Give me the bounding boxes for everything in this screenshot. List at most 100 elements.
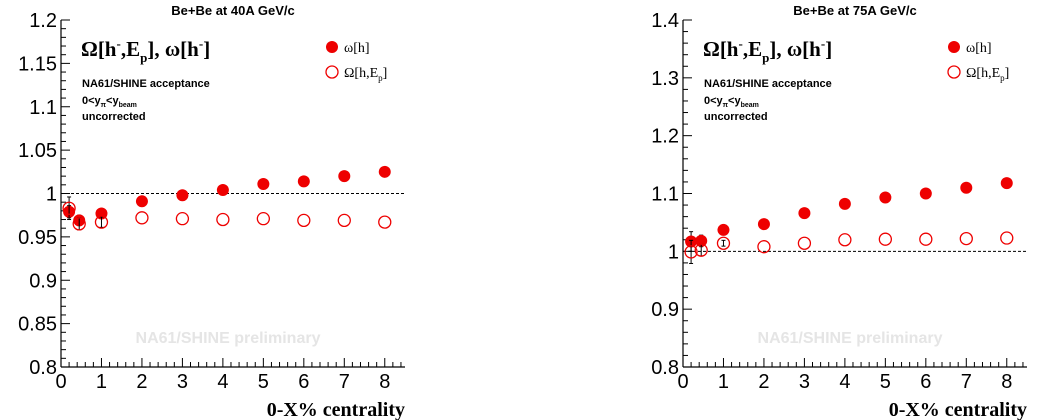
legend-open-sub: p <box>378 73 383 83</box>
preliminary-watermark: NA61/SHINE preliminary <box>136 330 321 347</box>
legend-open-sub: p <box>1000 73 1005 83</box>
rapidity-sub: π <box>723 102 729 109</box>
data-point-filled <box>216 184 229 197</box>
series-filled <box>685 177 1013 252</box>
series-filled <box>63 165 391 227</box>
y-tick-label: 1.3 <box>651 68 679 90</box>
data-point-filled <box>135 195 148 208</box>
series-open <box>62 196 392 231</box>
observable-label-part: ,E <box>121 37 140 61</box>
x-tick-label: 8 <box>379 371 390 393</box>
data-point-open <box>919 232 933 246</box>
observable-label-sup: - <box>199 36 203 51</box>
y-tick-label: 1.15 <box>18 53 57 75</box>
y-tick-label: 0.95 <box>18 227 57 249</box>
x-tick-label: 3 <box>177 371 188 393</box>
chart-panel-1: Be+Be at 40A GeV/c NA61/SHINE preliminary… <box>18 3 405 420</box>
data-point-open <box>135 211 149 225</box>
x-tick-label: 8 <box>1001 371 1012 393</box>
y-tick-label: 1.2 <box>29 10 57 32</box>
data-point-open <box>694 243 708 257</box>
x-tick-label: 0 <box>55 371 66 393</box>
x-tick-label: 1 <box>718 371 729 393</box>
legend-open-part: Ω[h,E <box>344 66 378 81</box>
y-tick-label: 1 <box>46 184 57 206</box>
observable-label-part: Ω[h <box>81 37 117 61</box>
series-open <box>684 231 1014 264</box>
x-tick-label: 5 <box>880 371 891 393</box>
data-point-open <box>878 232 893 246</box>
x-tick-label: 5 <box>258 371 269 393</box>
rapidity-part: <y <box>106 95 119 107</box>
observable-label: Ω[h-,Ep], ω[h-] <box>703 36 832 65</box>
legend-filled-label: ω[h] <box>344 41 370 56</box>
rapidity-part: <y <box>728 95 741 107</box>
data-point-open <box>94 215 109 229</box>
legend-open-part: ] <box>1005 66 1010 81</box>
rapidity-range-note: 0<yπ<ybeam <box>704 95 759 109</box>
observable-label-sup: - <box>821 36 825 51</box>
y-tick-label: 0.8 <box>651 357 679 379</box>
chart-panel-2: Be+Be at 75A GeV/c NA61/SHINE preliminary… <box>651 3 1027 420</box>
observable-label: Ω[h-,Ep], ω[h-] <box>81 36 210 65</box>
rapidity-range-note: 0<yπ<ybeam <box>82 95 137 109</box>
x-tick-label: 1 <box>96 371 107 393</box>
legend-open-part: ] <box>383 66 388 81</box>
y-tick-label: 0.9 <box>29 270 57 292</box>
x-tick-label: 0 <box>677 371 688 393</box>
observable-label-part: ], ω[h <box>769 37 821 61</box>
uncorrected-note: uncorrected <box>704 111 768 123</box>
rapidity-sub: π <box>101 102 107 109</box>
y-tick-label: 1.05 <box>18 140 57 162</box>
observable-label-part: ,E <box>743 37 762 61</box>
x-tick-label: 2 <box>758 371 769 393</box>
data-point-filled <box>838 197 851 210</box>
acceptance-note: NA61/SHINE acceptance <box>704 78 832 90</box>
y-tick-label: 1 <box>668 241 679 263</box>
acceptance-note: NA61/SHINE acceptance <box>82 78 210 90</box>
y-tick-label: 0.9 <box>651 299 679 321</box>
x-tick-label: 4 <box>839 371 850 393</box>
data-point-filled <box>879 191 892 204</box>
observable-label-part: ] <box>825 37 832 61</box>
data-point-filled <box>960 181 973 194</box>
rapidity-part: 0<y <box>704 95 724 107</box>
y-tick-label: 1.1 <box>29 97 57 119</box>
data-point-filled <box>1000 177 1013 190</box>
data-point-open <box>716 236 731 250</box>
x-tick-label: 7 <box>961 371 972 393</box>
rapidity-part: 0<y <box>82 95 102 107</box>
data-point-open <box>216 212 230 227</box>
data-point-open <box>797 236 812 250</box>
data-point-open <box>757 240 771 254</box>
x-tick-label: 3 <box>799 371 810 393</box>
x-axis-title: 0-X% centrality <box>889 399 1027 420</box>
uncorrected-note: uncorrected <box>82 111 146 123</box>
observable-label-part: ] <box>203 37 210 61</box>
data-point-open <box>337 213 351 228</box>
data-point-open <box>62 201 76 215</box>
legend-open-marker <box>947 65 961 79</box>
data-point-open <box>297 213 311 228</box>
data-point-open <box>256 212 271 226</box>
data-point-filled <box>297 175 310 188</box>
preliminary-watermark: NA61/SHINE preliminary <box>758 330 943 347</box>
data-point-open <box>959 231 973 246</box>
x-tick-label: 6 <box>920 371 931 393</box>
x-tick-label: 7 <box>339 371 350 393</box>
legend-open-label: Ω[h,Ep] <box>344 66 387 83</box>
data-point-open <box>175 212 190 226</box>
data-point-filled <box>757 218 770 231</box>
legend-filled-label: ω[h] <box>966 41 992 56</box>
legend-open-marker <box>325 65 339 79</box>
x-tick-label: 4 <box>217 371 228 393</box>
x-tick-label: 2 <box>136 371 147 393</box>
x-tick-label: 6 <box>298 371 309 393</box>
data-point-open <box>72 217 86 231</box>
data-point-filled <box>257 177 270 190</box>
observable-label-sub: p <box>140 50 147 65</box>
data-point-filled <box>919 187 932 200</box>
legend-filled-marker <box>948 41 960 53</box>
observable-label-sup: - <box>117 36 121 51</box>
